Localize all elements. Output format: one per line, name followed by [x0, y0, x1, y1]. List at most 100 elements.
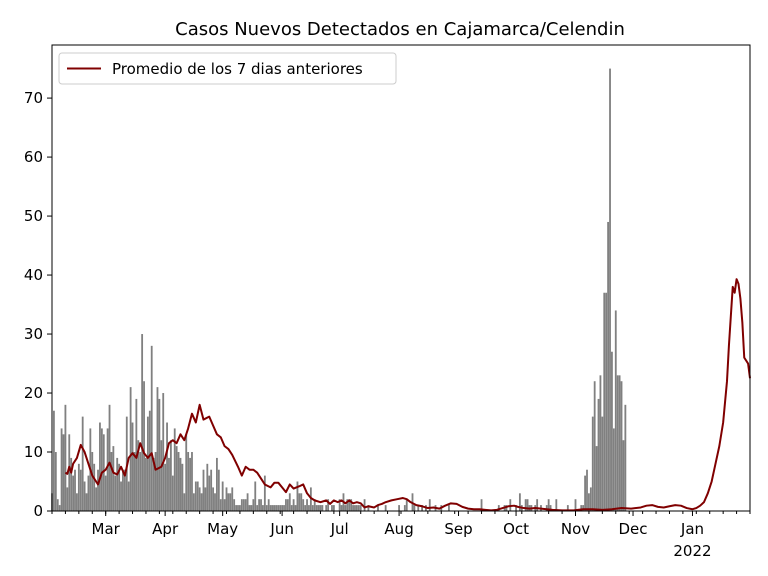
bar — [202, 469, 205, 511]
bar — [595, 446, 598, 511]
bar — [206, 463, 209, 511]
bar — [83, 481, 86, 511]
bar — [133, 452, 136, 511]
bar-series — [51, 68, 627, 511]
y-tick-label: 40 — [24, 266, 43, 284]
bar — [114, 475, 117, 511]
bar — [231, 487, 234, 511]
bar — [524, 499, 527, 511]
bar — [216, 457, 218, 511]
bar — [609, 68, 611, 511]
bar — [210, 469, 213, 511]
bar — [321, 505, 324, 511]
bar — [106, 428, 109, 511]
bar — [589, 487, 592, 511]
bar — [77, 463, 80, 511]
bar — [497, 505, 500, 511]
bar — [214, 493, 216, 511]
bar — [340, 505, 343, 511]
bar — [309, 487, 312, 511]
bar — [175, 446, 178, 511]
bar — [143, 381, 145, 511]
bar — [62, 434, 65, 511]
bar — [102, 434, 105, 511]
moving-average-line — [64, 278, 751, 512]
bar — [325, 505, 328, 511]
bar — [129, 387, 132, 511]
bar — [593, 381, 596, 511]
legend-label: Promedio de los 7 dias anteriores — [112, 60, 363, 78]
bar — [198, 487, 201, 511]
bar — [267, 499, 270, 511]
bar — [286, 499, 289, 511]
chart-title: Casos Nuevos Detectados en Cajamarca/Cel… — [175, 19, 625, 40]
y-tick-label: 10 — [24, 443, 43, 461]
bar — [116, 457, 119, 511]
bar — [146, 416, 149, 511]
bar — [168, 457, 170, 511]
bar — [256, 505, 259, 511]
bar — [164, 463, 167, 511]
bar — [76, 493, 78, 511]
bar — [162, 393, 165, 511]
bar — [350, 499, 353, 511]
bar — [250, 505, 253, 511]
x-axis: Mar Apr May Jun Jul Aug Sep Oct Nov Dec Jan 2022 — [51, 511, 751, 560]
bar — [352, 505, 354, 511]
bar — [60, 428, 63, 511]
bar — [187, 452, 190, 511]
bar — [53, 410, 55, 511]
bar — [145, 457, 147, 511]
bar — [285, 499, 287, 511]
bar — [239, 505, 241, 511]
bar — [277, 505, 280, 511]
bar — [112, 446, 115, 511]
bar — [183, 493, 186, 511]
bar — [624, 404, 627, 511]
plot-frame — [51, 44, 751, 512]
bar — [158, 398, 161, 511]
bar — [58, 505, 61, 511]
bar — [428, 499, 431, 511]
bar — [620, 381, 623, 511]
bar — [229, 493, 232, 511]
bar — [265, 505, 268, 511]
bar — [97, 469, 99, 511]
x-tick-label: Jul — [330, 520, 349, 538]
bar — [152, 457, 155, 511]
bar — [526, 499, 529, 511]
bar — [100, 428, 103, 511]
bar — [127, 481, 130, 511]
bar — [263, 475, 266, 511]
bar — [189, 457, 191, 511]
bar — [518, 493, 521, 511]
bar — [547, 499, 550, 511]
x-tick-label: Dec — [619, 520, 648, 538]
bar — [603, 292, 606, 511]
bar — [331, 505, 333, 511]
bar — [580, 505, 583, 511]
bar — [327, 499, 330, 511]
bar — [91, 452, 94, 511]
bar — [348, 499, 351, 511]
bar — [292, 499, 295, 511]
bar — [141, 334, 144, 511]
bar — [306, 499, 308, 511]
bar — [179, 457, 182, 511]
bar — [591, 416, 594, 511]
bar — [154, 452, 157, 511]
bar — [254, 481, 257, 511]
bar — [549, 505, 552, 511]
bar — [160, 440, 163, 511]
bar — [104, 475, 107, 511]
bar — [317, 505, 320, 511]
line-series — [64, 278, 751, 512]
bar — [169, 440, 172, 511]
bar — [275, 505, 278, 511]
bar — [355, 505, 358, 511]
x-tick-label: Aug — [384, 520, 413, 538]
bar — [122, 469, 124, 511]
bar — [611, 351, 613, 511]
